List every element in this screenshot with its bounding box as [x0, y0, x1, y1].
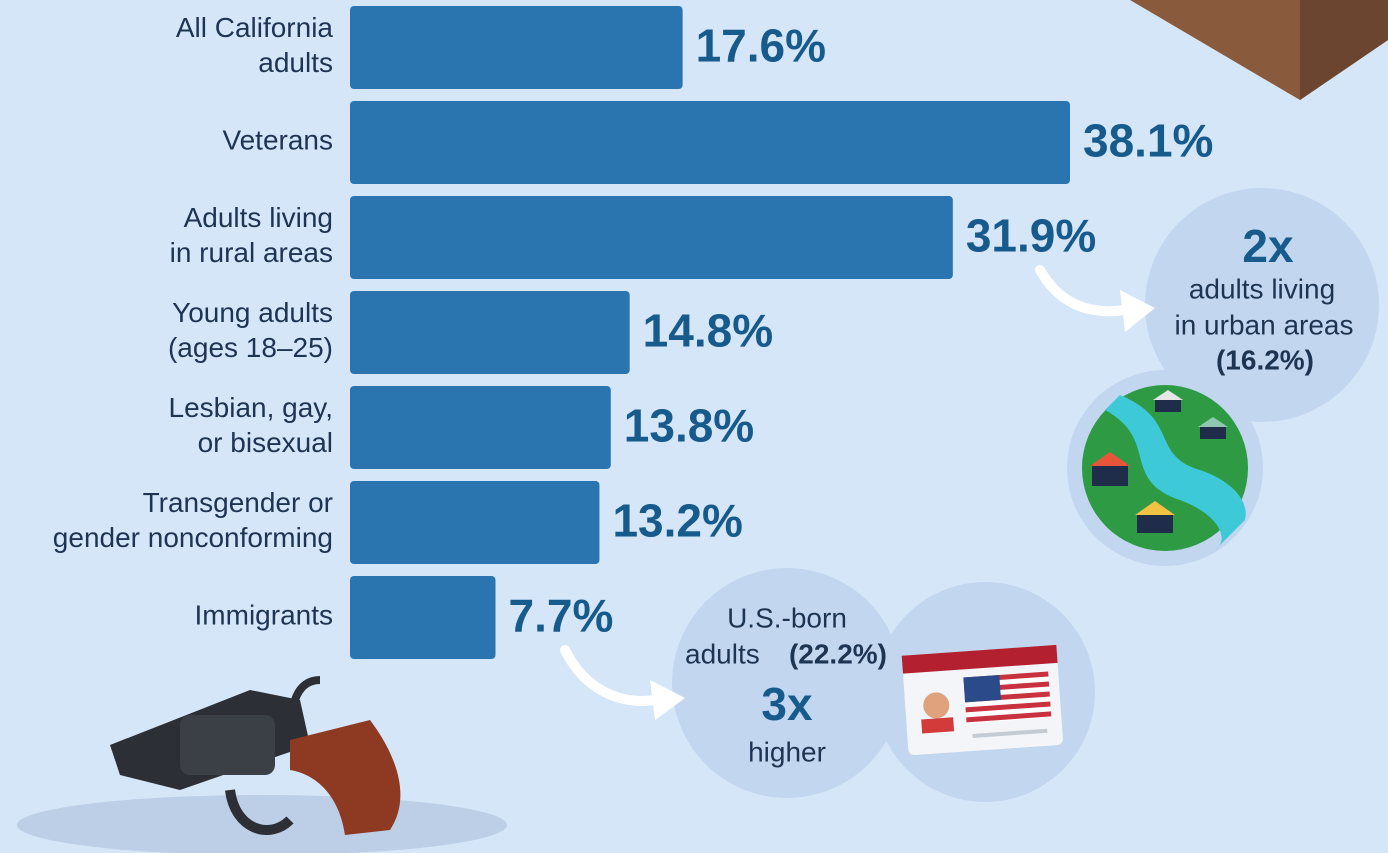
- category-line: Veterans: [222, 125, 333, 156]
- annotation-value: (16.2%): [1216, 344, 1314, 375]
- value-label: 31.9%: [966, 210, 1096, 262]
- category-line: (ages 18–25): [168, 332, 333, 363]
- annotation-text: adults: [685, 638, 760, 669]
- category-line: Immigrants: [195, 600, 333, 631]
- annotation-headline: 2x: [1242, 220, 1294, 272]
- category-line: Adults living: [184, 202, 333, 233]
- id-card-illustration: [902, 645, 1064, 756]
- category-line: All California: [176, 12, 334, 43]
- bar: [350, 386, 611, 469]
- annotation-headline: 3x: [761, 678, 813, 730]
- category-line: gender nonconforming: [53, 522, 333, 553]
- value-label: 14.8%: [643, 305, 773, 357]
- bar: [350, 576, 496, 659]
- bar: [350, 101, 1070, 184]
- bar: [350, 196, 953, 279]
- category-line: in rural areas: [170, 237, 333, 268]
- category-line: Lesbian, gay,: [169, 392, 334, 423]
- category-label: Veterans: [222, 125, 333, 156]
- annotation-text: in urban areas: [1174, 309, 1353, 340]
- annotation-text: adults living: [1189, 273, 1335, 304]
- value-label: 13.2%: [612, 495, 742, 547]
- category-line: Young adults: [172, 297, 333, 328]
- value-label: 17.6%: [696, 20, 826, 72]
- category-line: or bisexual: [198, 427, 333, 458]
- value-label: 38.1%: [1083, 115, 1213, 167]
- category-label: Immigrants: [195, 600, 333, 631]
- annotation-text: higher: [748, 736, 826, 767]
- value-label: 13.8%: [624, 400, 754, 452]
- bar: [350, 481, 599, 564]
- bar: [350, 6, 683, 89]
- bar: [350, 291, 630, 374]
- annotation-value: (22.2%): [789, 638, 887, 669]
- category-line: Transgender or: [143, 487, 333, 518]
- annotation-text: U.S.-born: [727, 602, 847, 633]
- category-line: adults: [258, 47, 333, 78]
- village-illustration: [1082, 385, 1248, 551]
- chart: 2x adults living in urban areas (16.2%) …: [0, 0, 1388, 853]
- value-label: 7.7%: [509, 590, 614, 642]
